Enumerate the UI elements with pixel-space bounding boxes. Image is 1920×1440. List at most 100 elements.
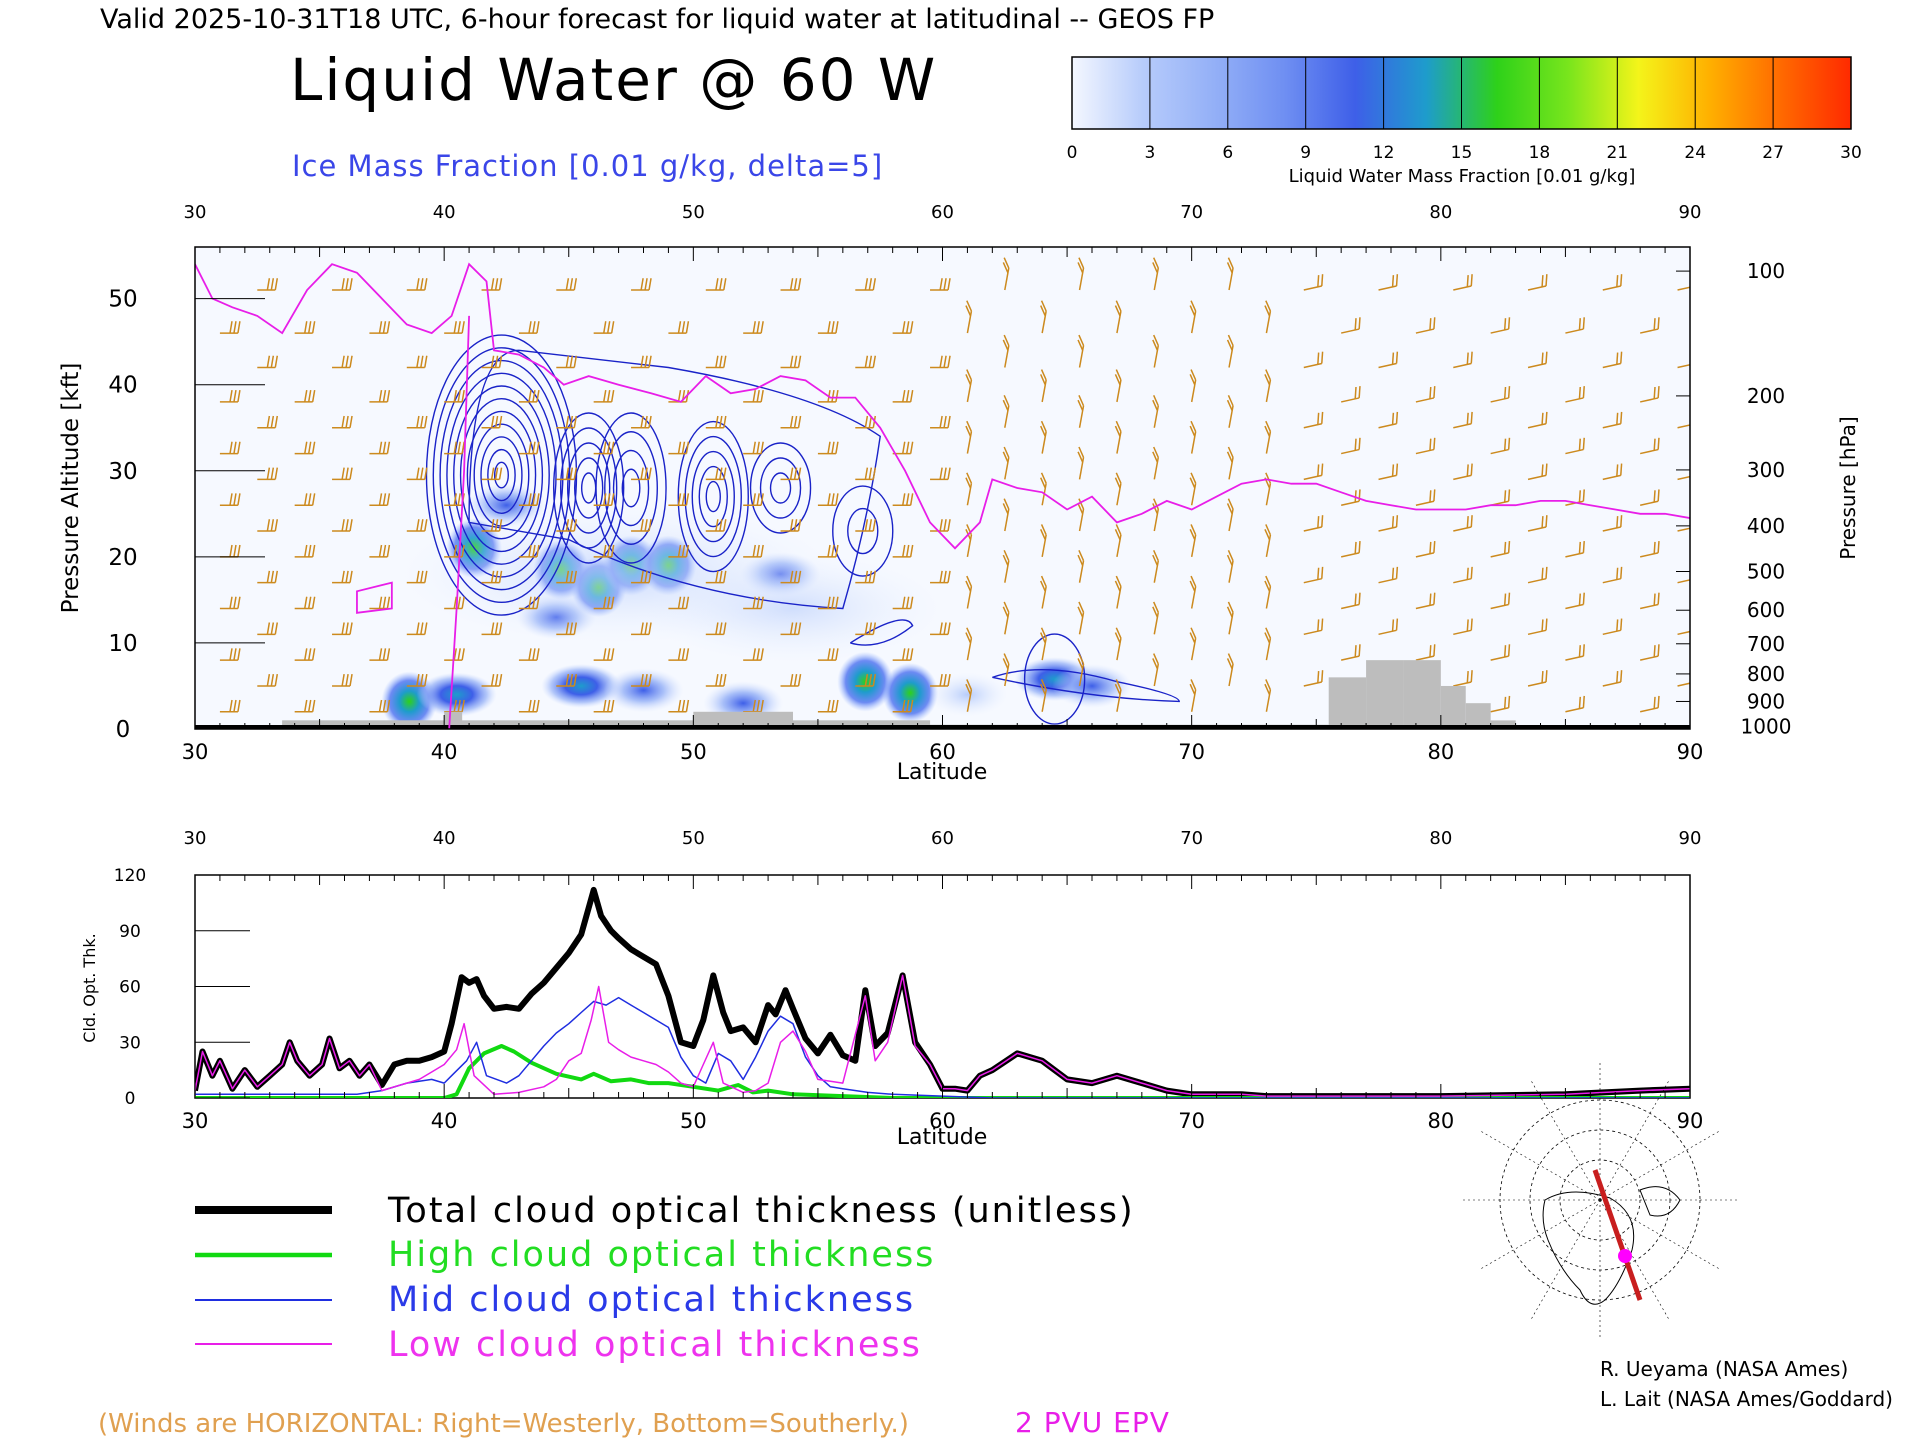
- wind-barb-flag: [1002, 606, 1009, 618]
- ice-contour-ring: [480, 436, 523, 514]
- wind-barb-flag: [1226, 399, 1233, 411]
- top-x-tick-label: 60: [929, 740, 956, 764]
- wind-barb-flag: [677, 493, 682, 506]
- wind-barb-flag: [677, 441, 682, 454]
- wind-barb-flag: [573, 415, 578, 428]
- wind-barb-flag: [1264, 528, 1271, 541]
- wind-barb-flag: [681, 544, 686, 557]
- wind-barb-flag: [872, 278, 877, 291]
- epv-2pvu-line: [195, 262, 1690, 550]
- wind-barb-flag: [386, 390, 391, 403]
- credit-lait: L. Lait (NASA Ames/Goddard): [1600, 1387, 1893, 1411]
- pressure-tick-label: 400: [1747, 514, 1785, 538]
- wind-barb-flag: [715, 674, 719, 687]
- wind-barb-flag: [943, 278, 947, 291]
- wind-barb-flag: [1503, 386, 1507, 399]
- wind-barb-flag: [1003, 257, 1010, 269]
- colorbar-tick-label: 9: [1300, 143, 1311, 163]
- wind-barb-flag: [1226, 554, 1233, 566]
- wind-barb-staff: [1677, 527, 1690, 532]
- wind-barb-flag: [835, 493, 839, 506]
- wind-barb-flag: [569, 278, 574, 291]
- wind-barb-flag: [1696, 464, 1697, 476]
- ice-contour-ring: [612, 449, 650, 527]
- wind-barb-flag: [719, 622, 723, 635]
- ice-contour-small: [849, 619, 914, 646]
- wind-barb-flag: [565, 674, 570, 687]
- top-x-tick-label: 40: [431, 740, 458, 764]
- wind-barb-flag: [864, 467, 869, 480]
- wind-barb-flag: [685, 596, 690, 609]
- wind-barb-staff: [1490, 328, 1509, 334]
- wind-barb-flag: [835, 699, 839, 712]
- wind-barb-staff: [1677, 424, 1690, 429]
- wind-barb-flag: [270, 570, 275, 583]
- wind-barb-flag: [233, 493, 237, 506]
- wind-barb-flag: [752, 441, 756, 454]
- wind-barb-flag: [569, 570, 574, 583]
- wind-barb-flag: [1115, 575, 1122, 587]
- wind-barb-flag: [528, 648, 532, 661]
- wind-barb-flag: [835, 596, 839, 609]
- wind-barb-staff: [1303, 577, 1322, 584]
- wind-barb-flag: [1264, 580, 1271, 592]
- wind-barb-flag: [1653, 593, 1656, 606]
- wind-barb-flag: [1354, 645, 1357, 658]
- wind-barb-flag: [1227, 334, 1234, 346]
- wind-barb-flag: [1541, 567, 1544, 580]
- wind-barb-flag: [1078, 498, 1085, 510]
- wind-barb-flag: [603, 321, 607, 334]
- wind-barb-flag: [603, 493, 607, 506]
- wind-barb-flag: [229, 596, 233, 609]
- wind-barb-flag: [872, 674, 877, 687]
- pressure-tick-label: 200: [1747, 384, 1785, 408]
- wind-barb-staff: [1490, 603, 1509, 610]
- wind-barb-flag: [1545, 274, 1548, 287]
- wind-barb-flag: [1545, 463, 1548, 476]
- wind-barb-flag: [573, 570, 578, 583]
- wind-barb-flag: [424, 467, 428, 480]
- bottom-y-tick-label: 60: [119, 978, 141, 998]
- wind-barb-flag: [382, 493, 387, 506]
- colorbar-tick-label: 6: [1222, 143, 1233, 163]
- wind-barb-flag: [1040, 472, 1047, 484]
- wind-barb-flag: [681, 493, 686, 506]
- wind-barb-flag: [1470, 274, 1473, 287]
- wind-barb-flag: [939, 674, 943, 687]
- wind-barb-flag: [789, 467, 794, 480]
- wind-barb-flag: [532, 699, 536, 712]
- wind-barb-flag: [345, 415, 349, 428]
- wind-barb-flag: [532, 544, 536, 557]
- wind-barb-flag: [453, 493, 457, 506]
- wind-barb-flag: [1003, 395, 1010, 407]
- wind-barb-flag: [1391, 567, 1395, 580]
- wind-barb-flag: [378, 648, 383, 661]
- wind-barb-flag: [793, 570, 798, 583]
- colorbar: 0 3 6 9 12 15 18 21 24 27 30: [1067, 56, 1862, 163]
- wind-barb-flag: [1317, 567, 1320, 580]
- wind-barb-flag: [644, 674, 648, 687]
- wind-barb-flag: [528, 321, 532, 334]
- wind-barb-flag: [603, 390, 607, 403]
- wind-barb-flag: [528, 544, 532, 557]
- wind-barb-flag: [1321, 274, 1324, 287]
- wind-barb-flag: [528, 390, 532, 403]
- wind-barb-flag: [1264, 374, 1271, 386]
- wind-barb-flag: [270, 622, 275, 635]
- wind-barb-staff: [1640, 397, 1659, 403]
- wind-barb-flag: [1190, 575, 1197, 587]
- wind-barb-flag: [1692, 353, 1693, 365]
- wind-barb-staff: [1341, 500, 1360, 506]
- map-meridian: [1529, 1078, 1601, 1201]
- wind-barb-flag: [1114, 374, 1121, 386]
- wind-barb-flag: [1321, 351, 1324, 364]
- wind-barb-flag: [677, 699, 682, 712]
- ice-subtitle: Ice Mass Fraction [0.01 g/kg, delta=5]: [292, 149, 883, 183]
- wind-barb-staff: [1378, 285, 1397, 291]
- wind-barb-flag: [1115, 420, 1122, 432]
- liquid-water-blob: [603, 668, 684, 713]
- wind-barb-flag: [1657, 489, 1660, 502]
- wind-barb-flag: [872, 519, 877, 532]
- wind-barb-flag: [1078, 257, 1085, 269]
- wind-barb-flag: [461, 390, 465, 403]
